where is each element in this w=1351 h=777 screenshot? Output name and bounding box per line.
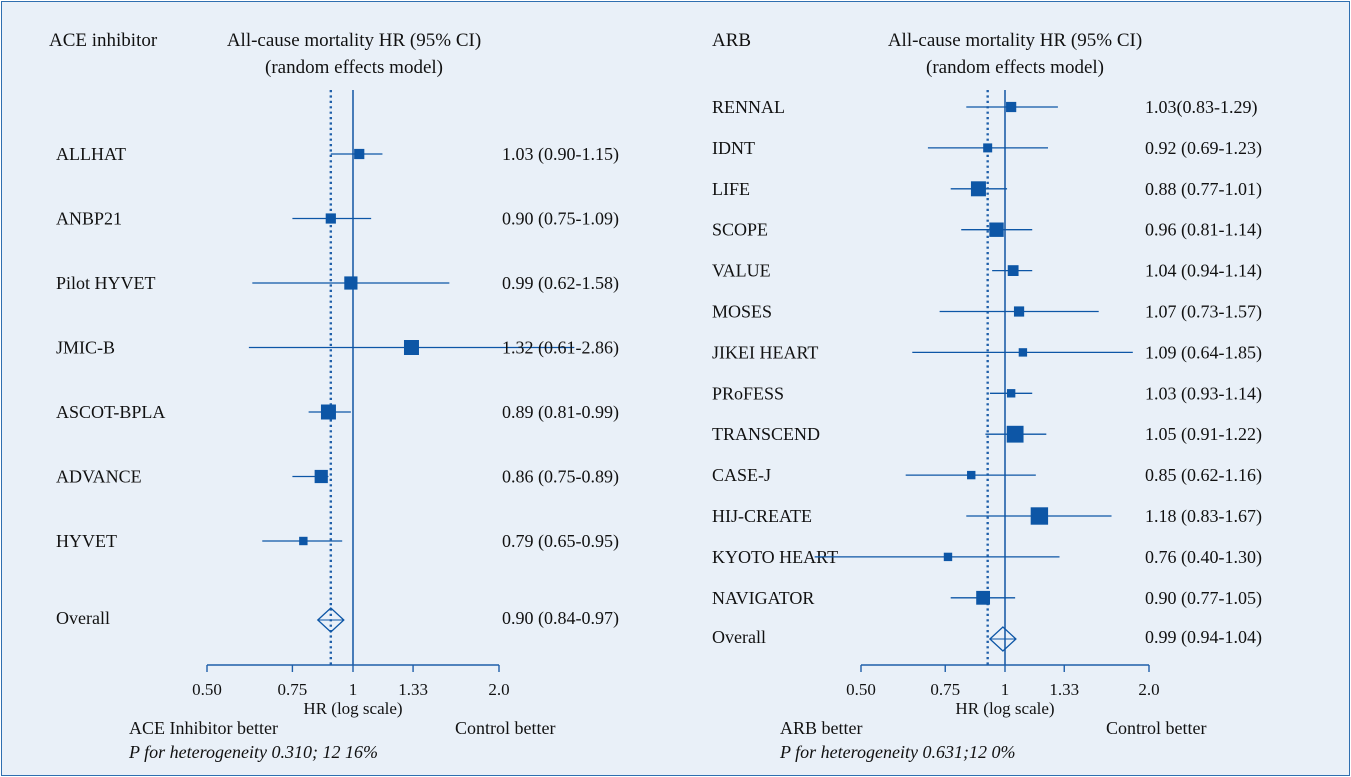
point-estimate-square [354, 148, 365, 160]
ci-value-label: 0.86 (0.75-0.89) [502, 467, 619, 488]
study-label: LIFE [712, 179, 750, 199]
ci-value-label: 1.04 (0.94-1.14) [1145, 261, 1262, 282]
x-tick-label: 1 [349, 680, 358, 699]
point-estimate-square [1006, 425, 1024, 443]
ci-value-label: 0.90 (0.77-1.05) [1145, 588, 1262, 609]
plot-subtitle: (random effects model) [265, 57, 443, 78]
x-tick-label: 0.50 [846, 680, 876, 699]
study-label: CASE-J [712, 465, 771, 485]
favours-right-label: Control better [455, 718, 555, 738]
point-estimate-square [943, 552, 953, 562]
ci-value-label: 1.09 (0.64-1.85) [1145, 342, 1262, 363]
study-label: ANBP21 [56, 209, 122, 229]
ci-value-label: 0.99 (0.62-1.58) [502, 273, 619, 294]
x-tick-label: 0.50 [192, 680, 222, 699]
ci-value-label: 0.88 (0.77-1.01) [1145, 179, 1262, 200]
x-tick-label: 2.0 [1138, 680, 1159, 699]
point-estimate-square [983, 143, 993, 153]
study-label: ADVANCE [56, 467, 142, 487]
group-label: ARB [712, 30, 751, 51]
study-label: RENNAL [712, 97, 785, 117]
point-estimate-square [967, 470, 976, 480]
x-axis-title: HR (log scale) [955, 699, 1054, 718]
point-estimate-square [1013, 306, 1025, 317]
point-estimate-square [344, 276, 358, 290]
forest-panel-ace-inhibitor: ACE inhibitor All-cause mortality HR (95%… [49, 30, 619, 762]
point-estimate-square [325, 213, 336, 224]
point-estimate-square [1006, 101, 1017, 113]
group-label: ACE inhibitor [49, 30, 158, 51]
study-label: HIJ-CREATE [712, 506, 812, 526]
ci-value-label: 1.18 (0.83-1.67) [1145, 506, 1262, 527]
ci-value-label: 1.05 (0.91-1.22) [1145, 424, 1262, 445]
ci-value-label: 0.85 (0.62-1.16) [1145, 465, 1262, 486]
point-estimate-square [989, 222, 1004, 237]
plot-title: All-cause mortality HR (95% CI) [888, 30, 1142, 51]
study-label: NAVIGATOR [712, 588, 814, 608]
ci-value-label: 0.90 (0.75-1.09) [502, 209, 619, 230]
point-estimate-square [403, 340, 419, 355]
ci-value-label: 1.03(0.83-1.29) [1145, 97, 1257, 118]
x-axis-title: HR (log scale) [303, 699, 402, 718]
ci-value-label: 0.79 (0.65-0.95) [502, 531, 619, 552]
heterogeneity-note: P for heterogeneity 0.631;12 0% [779, 742, 1015, 762]
x-tick-label: 0.75 [930, 680, 960, 699]
study-label: SCOPE [712, 220, 768, 240]
overall-ci-value-label: 0.99 (0.94-1.04) [1145, 627, 1262, 648]
x-tick-label: 1.33 [1049, 680, 1079, 699]
study-label: HYVET [56, 531, 117, 551]
point-estimate-square [1007, 265, 1019, 276]
study-label: KYOTO HEART [712, 547, 838, 567]
forest-panel-arb: ARB All-cause mortality HR (95% CI) (rando… [712, 30, 1262, 762]
overall-label: Overall [712, 627, 766, 647]
overall-label: Overall [56, 608, 110, 628]
study-label: TRANSCEND [712, 424, 820, 444]
point-estimate-square [314, 469, 328, 484]
point-estimate-square [1030, 507, 1049, 525]
x-tick-label: 2.0 [488, 680, 509, 699]
study-label: PRoFESS [712, 383, 784, 403]
ci-value-label: 1.03 (0.93-1.14) [1145, 383, 1262, 404]
plot-subtitle: (random effects model) [926, 57, 1104, 78]
study-label: ASCOT-BPLA [56, 402, 165, 422]
study-label: JIKEI HEART [712, 342, 818, 362]
point-estimate-square [1018, 348, 1028, 357]
study-label: ALLHAT [56, 144, 126, 164]
study-label: JMIC-B [56, 338, 115, 358]
x-tick-label: 1 [1001, 680, 1010, 699]
overall-ci-value-label: 0.90 (0.84-0.97) [502, 608, 619, 629]
ci-value-label: 0.89 (0.81-0.99) [502, 402, 619, 423]
study-label: MOSES [712, 302, 772, 322]
heterogeneity-note: P for heterogeneity 0.310; 12 16% [128, 742, 378, 762]
point-estimate-square [976, 590, 991, 605]
study-label: IDNT [712, 138, 755, 158]
favours-right-label: Control better [1106, 718, 1206, 738]
study-label: Pilot HYVET [56, 273, 156, 293]
plot-title: All-cause mortality HR (95% CI) [227, 30, 481, 51]
ci-value-label: 0.92 (0.69-1.23) [1145, 138, 1262, 159]
point-estimate-square [1006, 389, 1016, 398]
ci-value-label: 1.32 (0.61-2.86) [502, 338, 619, 359]
point-estimate-square [299, 536, 308, 546]
ci-value-label: 1.07 (0.73-1.57) [1145, 302, 1262, 323]
point-estimate-square [970, 181, 986, 197]
study-label: VALUE [712, 261, 771, 281]
favours-left-label: ARB better [780, 718, 863, 738]
point-estimate-square [320, 404, 336, 420]
ci-value-label: 0.96 (0.81-1.14) [1145, 220, 1262, 241]
x-tick-label: 1.33 [398, 680, 428, 699]
ci-value-label: 0.76 (0.40-1.30) [1145, 547, 1262, 568]
ci-value-label: 1.03 (0.90-1.15) [502, 144, 619, 165]
favours-left-label: ACE Inhibitor better [129, 718, 278, 738]
x-tick-label: 0.75 [278, 680, 308, 699]
